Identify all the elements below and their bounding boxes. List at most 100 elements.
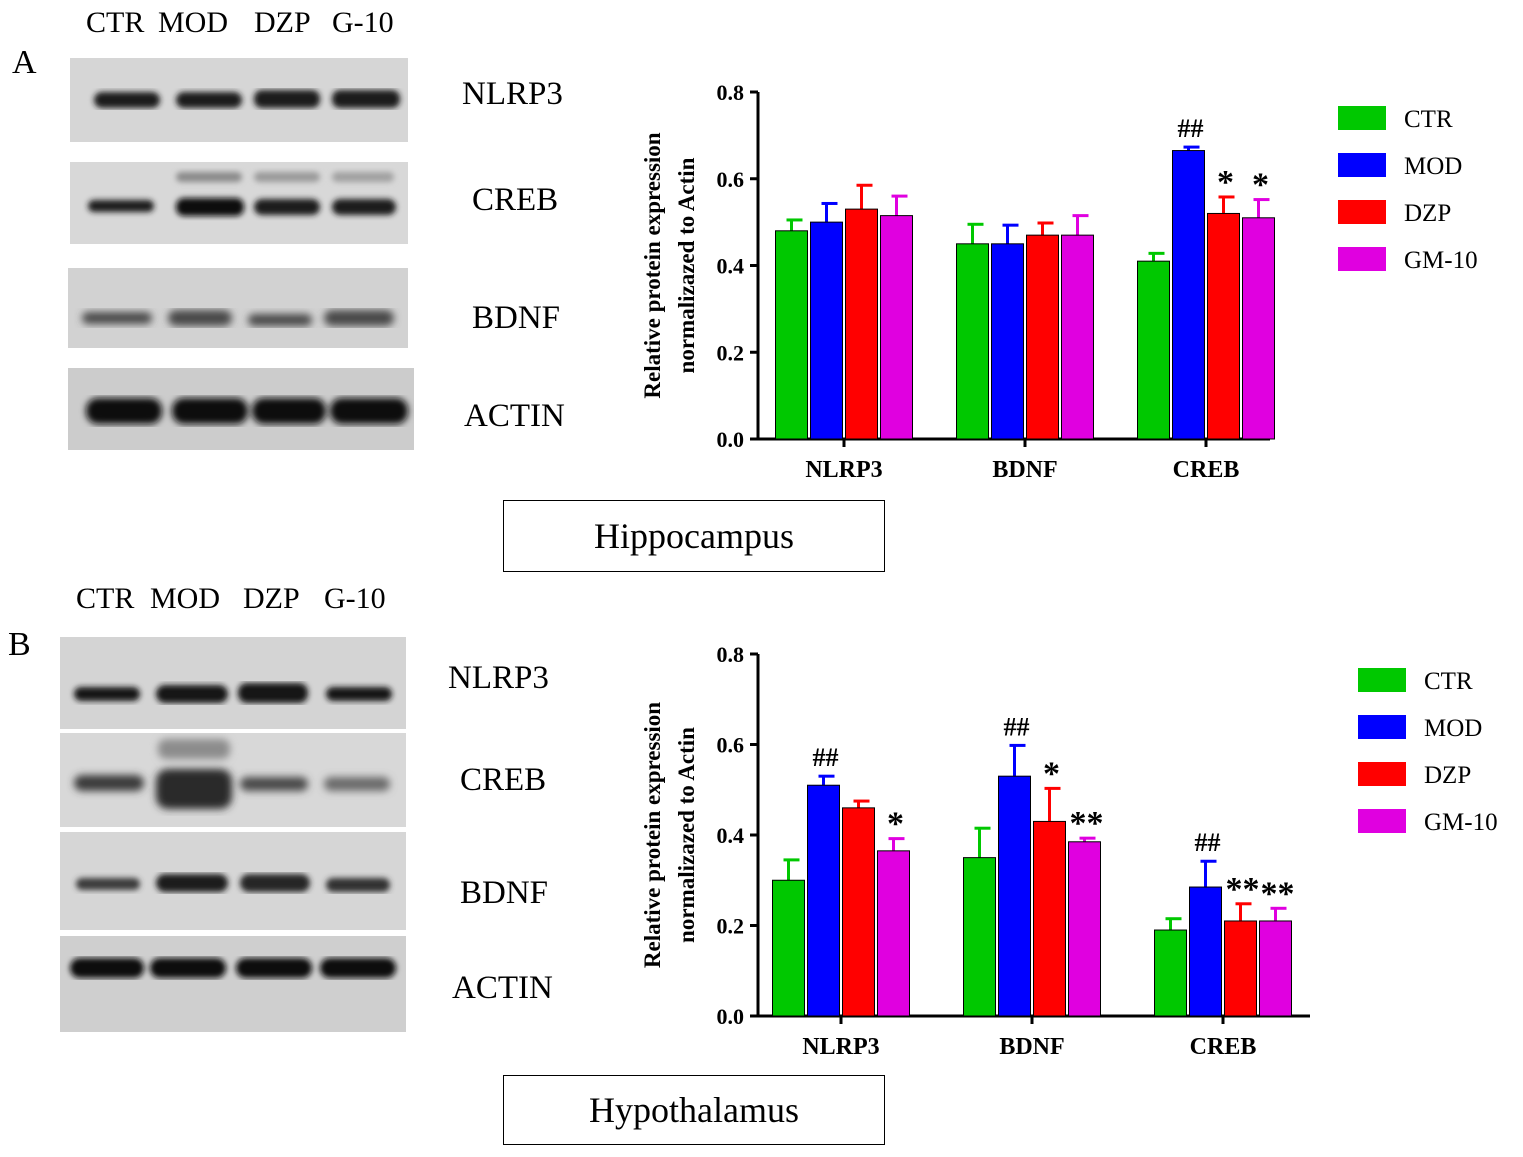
western-blot-bands <box>76 874 390 892</box>
blot-label-nlrp3: NLRP3 <box>462 76 563 112</box>
bar-nlrp3-ctr <box>775 230 808 440</box>
blot-strip-creb <box>70 162 408 244</box>
blot-strip-actin <box>60 936 406 1032</box>
y-tick-label: 0.6 <box>717 733 745 758</box>
y-axis-label: Relative protein expression <box>640 132 665 398</box>
blot-strip-nlrp3 <box>60 637 406 729</box>
x-tick-label: CREB <box>1190 1034 1257 1060</box>
blot-label-creb: CREB <box>472 182 559 218</box>
blot-label-bdnf: BDNF <box>472 300 561 336</box>
y-tick-label: 0.4 <box>717 254 745 279</box>
western-blot-bands <box>70 958 396 978</box>
y-tick-label: 0.2 <box>717 340 745 365</box>
legend-swatch <box>1358 809 1406 833</box>
blot-label-actin: ACTIN <box>452 970 553 1006</box>
y-tick-label: 0.0 <box>717 1004 745 1029</box>
lane-label-ctr: CTR <box>76 582 135 615</box>
bar-bdnf-mod <box>991 243 1024 440</box>
x-tick-label: BDNF <box>992 457 1057 483</box>
legend-entry: DZP <box>1404 200 1451 227</box>
bar-nlrp3-ctr <box>772 879 805 1017</box>
bar-bdnf-dzp <box>1026 234 1059 440</box>
region-label-hypothalamus: Hypothalamus <box>503 1075 885 1145</box>
significance-label: ** <box>1261 875 1295 912</box>
panel-letter-b: B <box>8 626 31 663</box>
blot-label-actin: ACTIN <box>464 398 565 434</box>
bar-creb-ctr <box>1154 929 1187 1017</box>
significance-label: * <box>1043 755 1060 792</box>
blot-label-bdnf: BDNF <box>460 875 549 911</box>
lane-label-mod: MOD <box>150 582 221 615</box>
bar-creb-mod <box>1189 886 1222 1017</box>
bar-nlrp3-dzp <box>842 807 875 1017</box>
bar-creb-dzp <box>1207 212 1240 440</box>
y-tick-label: 0.4 <box>717 823 745 848</box>
blot-strip-bdnf <box>60 832 406 930</box>
lane-label-g10: G-10 <box>332 6 394 39</box>
legend-swatch <box>1338 200 1386 224</box>
y-tick-label: 0.8 <box>717 642 745 667</box>
blot-strip-nlrp3 <box>70 58 408 142</box>
bar-nlrp3-dzp <box>845 208 878 440</box>
lane-label-dzp: DZP <box>254 6 311 39</box>
x-tick-label: NLRP3 <box>805 457 882 483</box>
bar-bdnf-dzp <box>1033 820 1066 1017</box>
bar-bdnf-ctr <box>963 857 996 1017</box>
lane-label-mod: MOD <box>158 6 229 39</box>
bar-bdnf-gm-10 <box>1061 234 1094 440</box>
significance-label: ## <box>813 743 839 772</box>
legend-entry: DZP <box>1424 762 1471 789</box>
blot-strip-actin <box>68 368 414 450</box>
y-axis-label: normalizazed to Actin <box>674 727 699 943</box>
y-tick-label: 0.8 <box>717 80 745 105</box>
bar-bdnf-gm-10 <box>1068 841 1101 1017</box>
significance-label: ** <box>1070 805 1104 842</box>
bar-nlrp3-mod <box>810 221 843 440</box>
lane-label-ctr: CTR <box>86 6 145 39</box>
legend-entry: GM-10 <box>1404 247 1478 274</box>
legend-entry: GM-10 <box>1424 809 1498 836</box>
y-tick-label: 0.6 <box>717 167 745 192</box>
western-blot-bands <box>74 683 392 703</box>
western-blot-bands <box>88 172 396 216</box>
y-axis-label: Relative protein expression <box>640 702 665 968</box>
bar-creb-ctr <box>1137 260 1170 440</box>
region-label-hippocampus: Hippocampus <box>503 500 885 572</box>
x-tick-label: BDNF <box>999 1034 1064 1060</box>
lane-label-dzp: DZP <box>243 582 300 615</box>
y-tick-label: 0.0 <box>717 427 745 452</box>
legend-swatch <box>1338 153 1386 177</box>
bar-bdnf-mod <box>998 775 1031 1017</box>
legend-entry: CTR <box>1424 668 1473 695</box>
significance-label: ** <box>1226 871 1260 908</box>
x-tick-label: CREB <box>1173 457 1240 483</box>
bar-nlrp3-gm-10 <box>877 850 910 1017</box>
legend-entry: MOD <box>1404 153 1462 180</box>
legend-entry: CTR <box>1404 106 1453 133</box>
legend-swatch <box>1338 106 1386 130</box>
y-axis-label: normalizazed to Actin <box>674 157 699 373</box>
significance-label: * <box>1252 167 1269 204</box>
legend-swatch <box>1358 762 1406 786</box>
bar-bdnf-ctr <box>956 243 989 440</box>
legend-swatch <box>1358 668 1406 692</box>
western-blot-bands <box>94 90 400 108</box>
significance-label: ## <box>1178 114 1204 143</box>
significance-label: * <box>887 806 904 843</box>
bar-creb-gm-10 <box>1259 920 1292 1017</box>
significance-label: * <box>1217 164 1234 201</box>
significance-label: ## <box>1004 712 1030 741</box>
bar-creb-gm-10 <box>1242 217 1275 440</box>
blot-strip-creb <box>60 733 406 827</box>
axes: 0.0 0.2 0.4 0.6 0.8 NLRP3 BDNF CREB <box>717 80 1270 483</box>
significance-label: ## <box>1195 828 1221 857</box>
bar-chart-hypothalamus: 0.0 0.2 0.4 0.6 0.8 NLRP3 BDNF CREB Relative pro… <box>640 642 1498 1060</box>
bar-chart-hippocampus: 0.0 0.2 0.4 0.6 0.8 NLRP3 BDNF CREB Relative pro… <box>640 80 1478 483</box>
blot-label-nlrp3: NLRP3 <box>448 660 549 696</box>
blot-strip-bdnf <box>68 268 408 348</box>
legend-swatch <box>1338 247 1386 271</box>
western-blot-bands <box>82 310 394 326</box>
bar-creb-dzp <box>1224 920 1257 1017</box>
blot-label-creb: CREB <box>460 762 547 798</box>
bar-creb-mod <box>1172 150 1205 440</box>
